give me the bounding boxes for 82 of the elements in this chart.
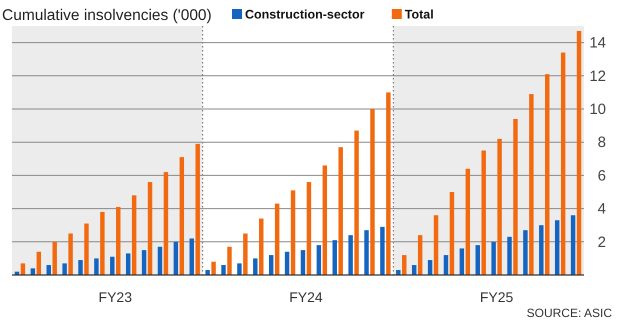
bar bbox=[354, 130, 359, 275]
y-tick-label: 12 bbox=[589, 68, 606, 85]
bar bbox=[300, 250, 306, 275]
bar bbox=[237, 263, 242, 275]
bar bbox=[30, 268, 36, 275]
bar bbox=[158, 246, 162, 275]
bar bbox=[36, 252, 42, 275]
bar bbox=[68, 234, 73, 275]
bar bbox=[554, 220, 560, 275]
bar bbox=[428, 260, 432, 275]
x-tick-label: FY23 bbox=[98, 289, 132, 305]
bar bbox=[444, 255, 448, 275]
bar bbox=[322, 165, 328, 275]
bar bbox=[450, 192, 454, 275]
bar bbox=[94, 258, 99, 275]
bar bbox=[306, 182, 312, 275]
bar bbox=[386, 92, 391, 275]
bar bbox=[132, 195, 136, 275]
bar bbox=[529, 94, 534, 275]
bar bbox=[507, 236, 512, 275]
y-tick-label: 6 bbox=[598, 167, 606, 184]
bar bbox=[14, 272, 20, 275]
chart-title: Cumulative insolvencies ('000) bbox=[2, 7, 212, 24]
bar bbox=[78, 260, 83, 275]
y-tick-label: 14 bbox=[589, 34, 606, 52]
y-tick-label: 10 bbox=[589, 101, 606, 118]
bar bbox=[491, 242, 496, 275]
bar bbox=[545, 74, 550, 275]
bar bbox=[570, 215, 576, 275]
bar bbox=[52, 242, 57, 275]
bar bbox=[243, 234, 248, 275]
bar bbox=[523, 230, 528, 275]
bar bbox=[460, 248, 464, 275]
bar bbox=[274, 204, 280, 275]
bar bbox=[195, 144, 200, 275]
bar bbox=[418, 235, 422, 275]
bar bbox=[221, 265, 226, 275]
bar bbox=[497, 138, 502, 275]
bar bbox=[110, 256, 115, 275]
bar bbox=[164, 172, 168, 275]
bar bbox=[434, 215, 438, 275]
bar bbox=[348, 235, 353, 275]
bar bbox=[180, 157, 184, 275]
bar bbox=[364, 230, 369, 275]
bar bbox=[259, 218, 264, 275]
bar bbox=[174, 242, 178, 275]
bar bbox=[205, 270, 210, 275]
y-tick-label: 8 bbox=[598, 134, 606, 152]
bar bbox=[190, 238, 194, 275]
x-tick-label: FY24 bbox=[289, 289, 323, 305]
bar bbox=[268, 255, 274, 275]
bar bbox=[576, 30, 582, 275]
bar bbox=[316, 245, 322, 275]
bar bbox=[290, 190, 296, 275]
y-tick-label: 4 bbox=[598, 200, 606, 218]
bar bbox=[284, 252, 290, 275]
bar bbox=[253, 258, 258, 275]
bar bbox=[380, 226, 385, 275]
y-tick-label: 2 bbox=[598, 234, 606, 251]
bar bbox=[332, 240, 337, 275]
bar bbox=[20, 263, 26, 275]
bar bbox=[476, 245, 480, 275]
bar bbox=[560, 52, 566, 275]
bar bbox=[402, 255, 406, 275]
source-note: SOURCE: ASIC bbox=[526, 306, 612, 320]
bar bbox=[338, 147, 343, 275]
legend-label: Total bbox=[404, 8, 434, 22]
bar bbox=[100, 212, 105, 275]
bar bbox=[126, 253, 130, 275]
x-tick-label: FY25 bbox=[480, 289, 514, 305]
bar bbox=[481, 150, 486, 275]
bar bbox=[539, 225, 544, 275]
legend-label: Construction-sector bbox=[245, 8, 365, 22]
bar bbox=[412, 265, 416, 275]
bar bbox=[62, 263, 67, 275]
bar bbox=[466, 168, 470, 275]
bar bbox=[148, 182, 152, 275]
bar bbox=[211, 262, 216, 275]
bar bbox=[142, 250, 146, 275]
bar bbox=[396, 270, 401, 275]
bar bbox=[116, 206, 120, 275]
bar bbox=[46, 265, 51, 275]
